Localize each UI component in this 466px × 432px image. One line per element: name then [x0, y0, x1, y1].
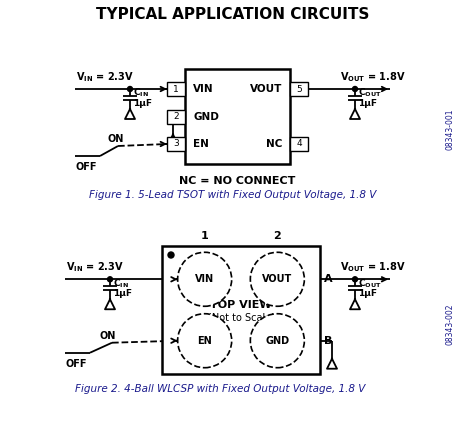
Text: 1μF: 1μF	[133, 98, 152, 108]
Text: (Not to Scale): (Not to Scale)	[207, 313, 274, 323]
Bar	[167, 82, 185, 96]
Circle shape	[250, 252, 304, 306]
Text: 08343-001: 08343-001	[445, 108, 454, 150]
Text: 2: 2	[173, 112, 179, 121]
Text: $\mathbf{V_{IN}}$ = 2.3V: $\mathbf{V_{IN}}$ = 2.3V	[76, 70, 134, 84]
Bar	[167, 109, 185, 124]
Text: NC: NC	[266, 139, 282, 149]
Text: 1μF: 1μF	[113, 289, 132, 298]
Text: Figure 2. 4-Ball WLCSP with Fixed Output Voltage, 1.8 V: Figure 2. 4-Ball WLCSP with Fixed Output…	[75, 384, 365, 394]
Text: OFF: OFF	[75, 162, 96, 172]
Text: 1μF: 1μF	[358, 289, 377, 298]
Text: A: A	[324, 274, 333, 284]
Circle shape	[178, 314, 232, 368]
Text: GND: GND	[265, 336, 289, 346]
Text: 5: 5	[296, 85, 302, 93]
Circle shape	[108, 277, 112, 282]
Circle shape	[352, 277, 357, 282]
Text: VIN: VIN	[193, 84, 213, 94]
Text: $\mathbf{C_{IN}}$: $\mathbf{C_{IN}}$	[133, 87, 149, 99]
Text: $\mathbf{C_{OUT}}$: $\mathbf{C_{OUT}}$	[358, 277, 382, 289]
Text: $\mathbf{V_{IN}}$ = 2.3V: $\mathbf{V_{IN}}$ = 2.3V	[66, 260, 124, 274]
Bar	[290, 137, 308, 151]
Bar	[162, 246, 320, 374]
Text: TYPICAL APPLICATION CIRCUITS: TYPICAL APPLICATION CIRCUITS	[96, 7, 370, 22]
Text: 1: 1	[201, 231, 209, 241]
Text: VIN: VIN	[195, 274, 214, 284]
Text: 2: 2	[274, 231, 281, 241]
Circle shape	[250, 314, 304, 368]
Text: B: B	[324, 336, 332, 346]
Circle shape	[352, 86, 357, 92]
Text: ON: ON	[100, 331, 116, 341]
Text: $\mathbf{V_{OUT}}$ = 1.8V: $\mathbf{V_{OUT}}$ = 1.8V	[340, 260, 405, 274]
Bar	[290, 82, 308, 96]
Text: $\mathbf{C_{IN}}$: $\mathbf{C_{IN}}$	[113, 277, 129, 289]
Text: NC = NO CONNECT: NC = NO CONNECT	[179, 176, 296, 186]
Circle shape	[178, 252, 232, 306]
Text: 4: 4	[296, 140, 302, 149]
Text: $\mathbf{V_{OUT}}$ = 1.8V: $\mathbf{V_{OUT}}$ = 1.8V	[340, 70, 405, 84]
Circle shape	[128, 86, 132, 92]
Text: ON: ON	[108, 134, 124, 144]
Text: Figure 1. 5-Lead TSOT with Fixed Output Voltage, 1.8 V: Figure 1. 5-Lead TSOT with Fixed Output …	[89, 190, 377, 200]
Bar	[167, 137, 185, 151]
Text: EN: EN	[193, 139, 209, 149]
Bar	[185, 69, 290, 164]
Text: VOUT: VOUT	[250, 84, 282, 94]
Text: 1: 1	[173, 85, 179, 93]
Text: OFF: OFF	[65, 359, 87, 369]
Text: 08343-002: 08343-002	[445, 303, 454, 345]
Circle shape	[168, 252, 174, 258]
Text: GND: GND	[193, 111, 219, 121]
Text: TOP VIEW: TOP VIEW	[210, 300, 272, 310]
Text: 3: 3	[173, 140, 179, 149]
Text: $\mathbf{C_{OUT}}$: $\mathbf{C_{OUT}}$	[358, 87, 382, 99]
Text: VOUT: VOUT	[262, 274, 293, 284]
Text: 1μF: 1μF	[358, 98, 377, 108]
Text: EN: EN	[197, 336, 212, 346]
